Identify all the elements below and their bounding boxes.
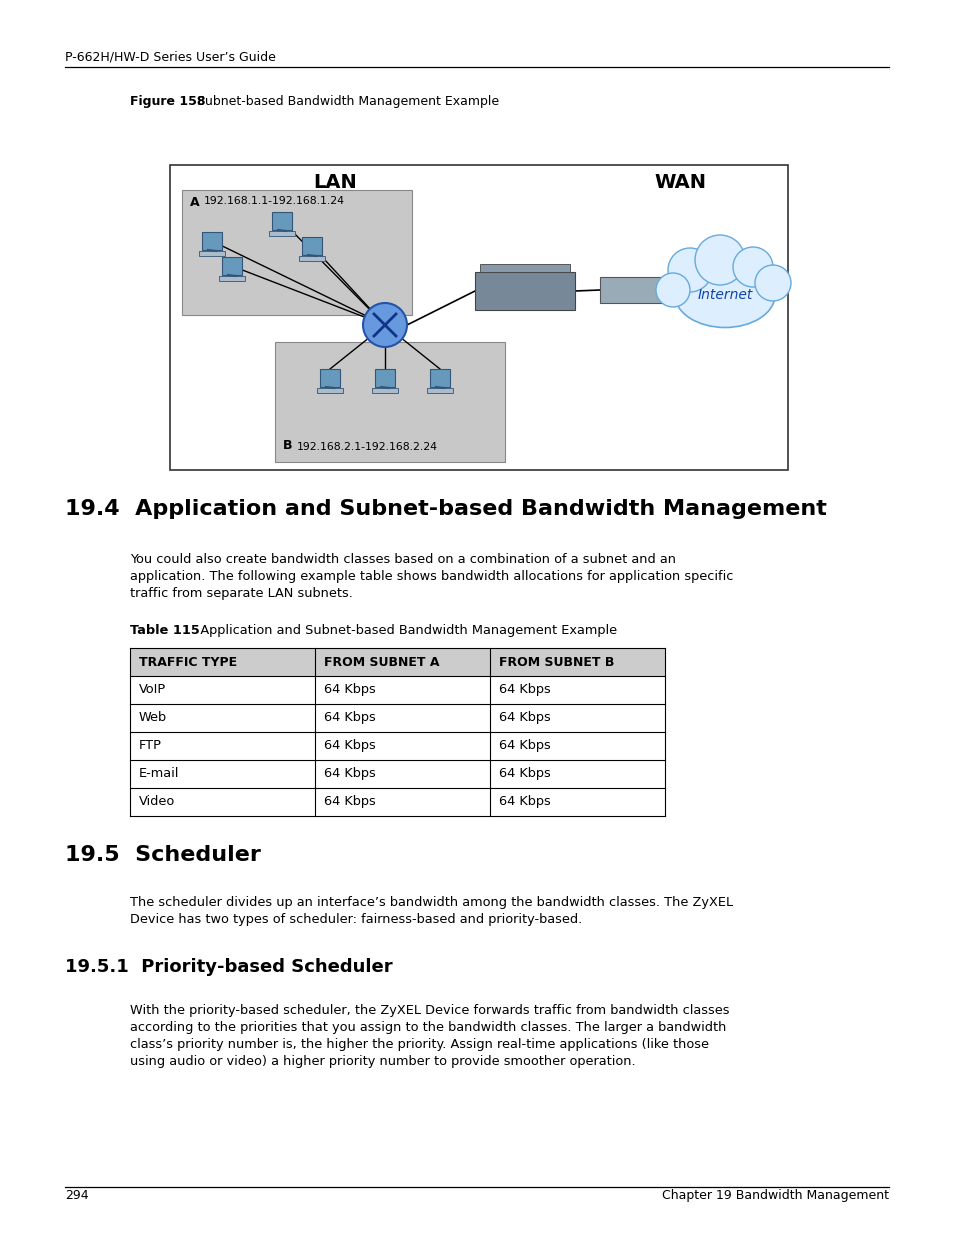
Bar (298, 256, 325, 261)
Text: 19.4  Application and Subnet-based Bandwidth Management: 19.4 Application and Subnet-based Bandwi… (65, 499, 826, 519)
Text: Table 115: Table 115 (130, 624, 199, 637)
Bar (479, 264, 569, 272)
Text: VoIP: VoIP (139, 683, 166, 697)
Bar (219, 275, 245, 282)
Bar (272, 212, 292, 230)
Bar (269, 231, 294, 236)
Text: 64 Kbps: 64 Kbps (324, 739, 375, 752)
Circle shape (732, 247, 772, 287)
Text: 294: 294 (65, 1189, 89, 1202)
Circle shape (656, 273, 689, 308)
Text: With the priority-based scheduler, the ZyXEL Device forwards traffic from bandwi: With the priority-based scheduler, the Z… (130, 1004, 729, 1016)
Text: Device has two types of scheduler: fairness-based and priority-based.: Device has two types of scheduler: fairn… (130, 913, 581, 926)
Text: LAN: LAN (313, 173, 356, 191)
Text: 64 Kbps: 64 Kbps (498, 739, 550, 752)
Text: Internet: Internet (697, 288, 752, 303)
Bar (202, 232, 222, 249)
Text: traffic from separate LAN subnets.: traffic from separate LAN subnets. (130, 587, 353, 600)
Bar (274, 342, 504, 462)
Bar (170, 165, 787, 471)
Text: 64 Kbps: 64 Kbps (324, 711, 375, 724)
Text: 64 Kbps: 64 Kbps (498, 795, 550, 808)
Text: class’s priority number is, the higher the priority. Assign real-time applicatio: class’s priority number is, the higher t… (130, 1037, 708, 1051)
Bar (427, 388, 453, 393)
Text: FROM SUBNET A: FROM SUBNET A (324, 656, 439, 669)
Text: Chapter 19 Bandwidth Management: Chapter 19 Bandwidth Management (661, 1189, 888, 1202)
Text: 64 Kbps: 64 Kbps (498, 767, 550, 781)
Text: using audio or video) a higher priority number to provide smoother operation.: using audio or video) a higher priority … (130, 1055, 635, 1068)
Text: 64 Kbps: 64 Kbps (498, 683, 550, 697)
Bar (302, 237, 322, 254)
Bar (182, 190, 412, 315)
Text: Subnet-based Bandwidth Management Example: Subnet-based Bandwidth Management Exampl… (185, 95, 498, 107)
Bar (375, 369, 395, 387)
Text: 19.5.1  Priority-based Scheduler: 19.5.1 Priority-based Scheduler (65, 958, 393, 976)
Text: FTP: FTP (139, 739, 162, 752)
Text: 19.5  Scheduler: 19.5 Scheduler (65, 845, 260, 864)
Bar (316, 388, 343, 393)
Bar (599, 277, 664, 303)
Text: application. The following example table shows bandwidth allocations for applica: application. The following example table… (130, 571, 733, 583)
Text: 192.168.2.1-192.168.2.24: 192.168.2.1-192.168.2.24 (296, 442, 437, 452)
Text: Video: Video (139, 795, 175, 808)
Text: B: B (283, 438, 293, 452)
Circle shape (667, 248, 711, 291)
Text: 192.168.1.1-192.168.1.24: 192.168.1.1-192.168.1.24 (204, 196, 345, 206)
Bar (475, 272, 575, 310)
Text: 64 Kbps: 64 Kbps (324, 795, 375, 808)
Text: 64 Kbps: 64 Kbps (498, 711, 550, 724)
Text: A: A (190, 196, 199, 209)
Bar (319, 369, 339, 387)
Text: according to the priorities that you assign to the bandwidth classes. The larger: according to the priorities that you ass… (130, 1021, 725, 1034)
Text: The scheduler divides up an interface’s bandwidth among the bandwidth classes. T: The scheduler divides up an interface’s … (130, 897, 732, 909)
Text: Figure 158: Figure 158 (130, 95, 205, 107)
Text: TRAFFIC TYPE: TRAFFIC TYPE (139, 656, 237, 669)
Text: Web: Web (139, 711, 167, 724)
Bar (199, 251, 225, 256)
Text: FROM SUBNET B: FROM SUBNET B (498, 656, 614, 669)
Circle shape (363, 303, 407, 347)
Text: Application and Subnet-based Bandwidth Management Example: Application and Subnet-based Bandwidth M… (188, 624, 617, 637)
Circle shape (754, 266, 790, 301)
Text: You could also create bandwidth classes based on a combination of a subnet and a: You could also create bandwidth classes … (130, 553, 676, 566)
Bar (222, 257, 242, 275)
Bar (130, 648, 664, 676)
Circle shape (695, 235, 744, 285)
Text: 64 Kbps: 64 Kbps (324, 683, 375, 697)
Bar (430, 369, 450, 387)
Bar (372, 388, 397, 393)
Text: E-mail: E-mail (139, 767, 179, 781)
Ellipse shape (675, 263, 774, 327)
Text: WAN: WAN (654, 173, 705, 191)
Text: P-662H/HW-D Series User’s Guide: P-662H/HW-D Series User’s Guide (65, 49, 275, 63)
Text: 64 Kbps: 64 Kbps (324, 767, 375, 781)
